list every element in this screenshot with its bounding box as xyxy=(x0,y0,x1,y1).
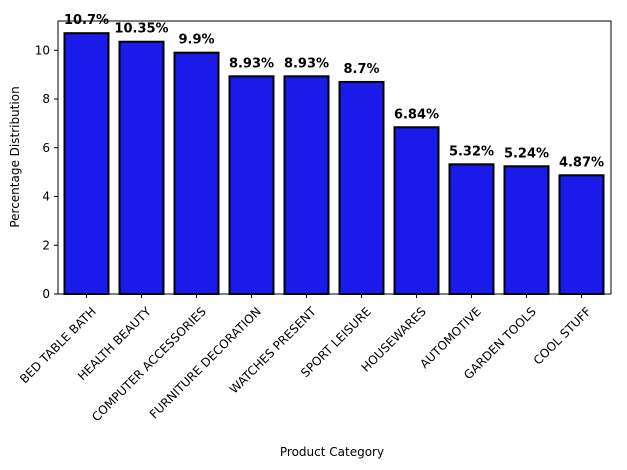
bar-value-label: 8.93% xyxy=(229,56,274,71)
bar xyxy=(338,80,385,295)
bar xyxy=(558,174,605,295)
data-labels-group: 10.7%10.35%9.9%8.93% 8.93% 8.7%6.84%5.32% 5… xyxy=(64,13,604,170)
bar-value-label: 4.87% xyxy=(559,155,604,170)
x-tick-label: FURNITURE DECORATION xyxy=(147,304,264,421)
bar xyxy=(63,32,110,295)
y-tick-label: 8 xyxy=(42,92,50,106)
bar-value-label: 10.35% xyxy=(114,22,168,37)
plot-frame xyxy=(57,20,612,295)
y-tick-label: 10 xyxy=(35,43,50,57)
bar-value-label: 5.24% xyxy=(504,146,549,161)
bars-group xyxy=(63,32,605,296)
bar xyxy=(173,51,220,295)
bar xyxy=(228,75,275,295)
y-tick-label: 0 xyxy=(42,287,50,301)
y-tick-label: 2 xyxy=(42,238,50,252)
y-tick-label: 6 xyxy=(42,141,50,155)
bar xyxy=(503,165,550,295)
bar xyxy=(283,75,330,295)
y-axis: 0 2 4 6 8 10 xyxy=(35,43,58,301)
y-tick-label: 4 xyxy=(42,190,50,204)
bar xyxy=(393,126,440,296)
bar xyxy=(448,163,495,295)
x-axis-title: Product Category xyxy=(280,445,384,459)
bar-value-label: 8.93% xyxy=(284,56,329,71)
bar-value-label: 8.7% xyxy=(343,62,379,77)
x-tick-label: COOL STUFF xyxy=(531,304,594,367)
bar-value-label: 5.32% xyxy=(449,144,494,159)
bar xyxy=(118,40,165,295)
x-tick-label: COMPUTER ACCESSORIES xyxy=(89,304,209,424)
bar-value-label: 6.84% xyxy=(394,107,439,122)
bar-value-label: 9.9% xyxy=(178,33,214,48)
y-axis-title: Percentage Distribution xyxy=(8,86,22,227)
